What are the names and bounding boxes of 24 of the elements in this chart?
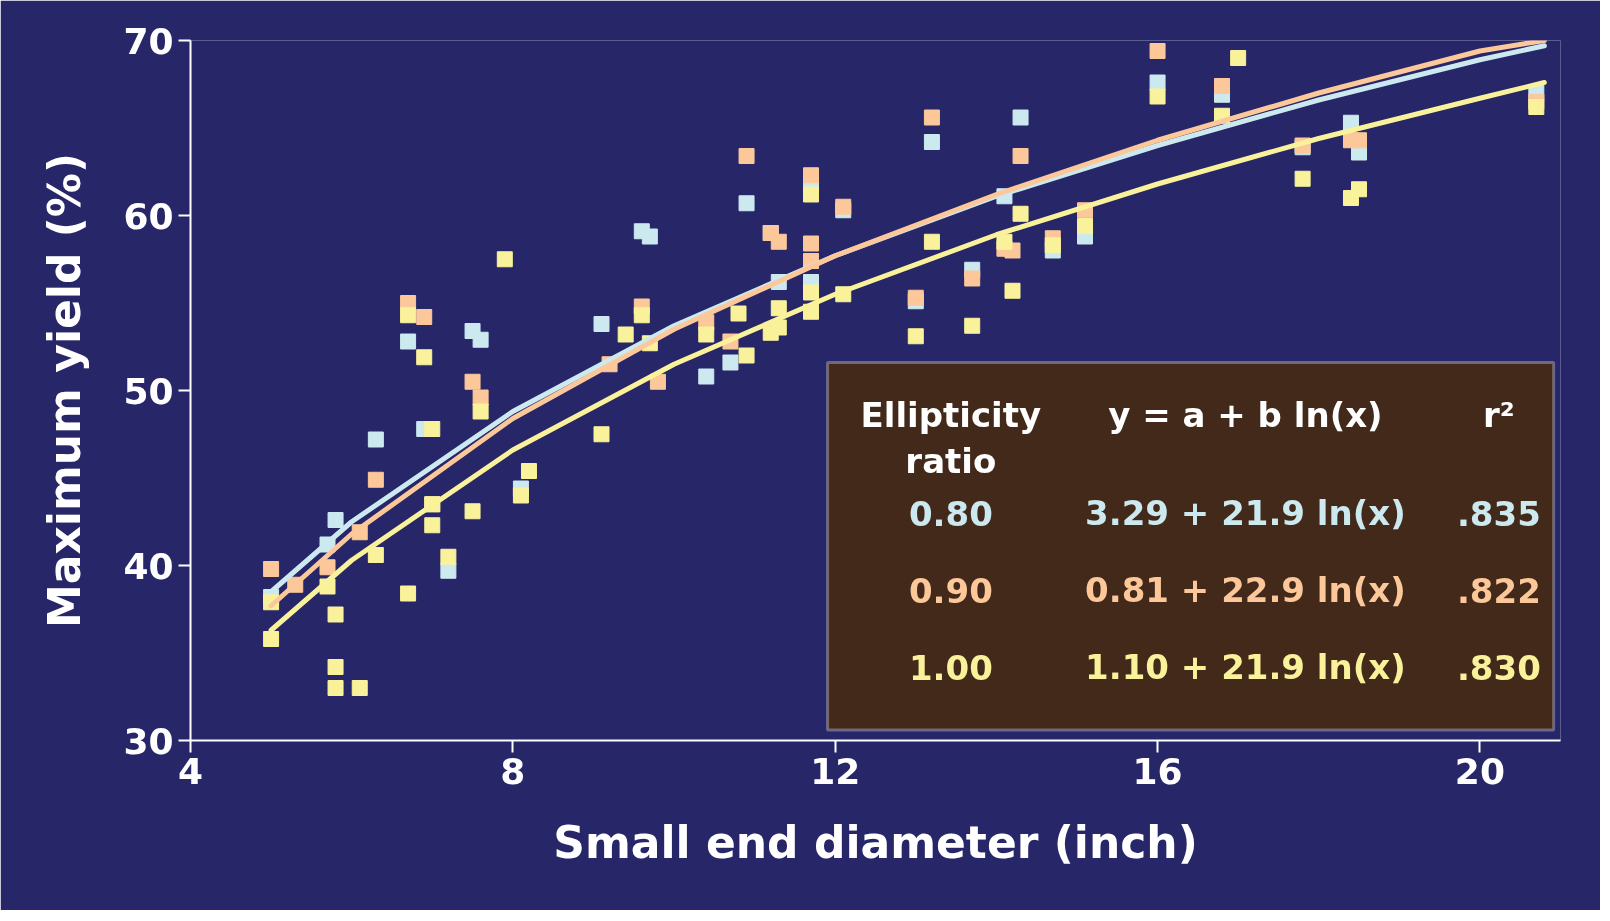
x-axis-title: Small end diameter (inch) — [553, 816, 1198, 868]
annotation: Ellipticity ratio — [860, 395, 1042, 481]
x-tick-label: 12 — [810, 750, 861, 792]
y-tick-label: 30 — [123, 720, 174, 762]
x-tick-label: 4 — [177, 750, 204, 792]
annotation: y = a + b ln(x) — [1108, 395, 1383, 435]
annotation: .835 — [1456, 493, 1541, 534]
y-tick-label: 70 — [123, 20, 174, 62]
annotation: 1.10 + 21.9 ln(x) — [1085, 647, 1406, 687]
annotation: r² — [1483, 395, 1515, 435]
annotation: .830 — [1456, 647, 1541, 688]
y-axis-title: Maximum yield (%) — [39, 152, 91, 629]
annotation: 0.81 + 22.9 ln(x) — [1085, 570, 1406, 610]
x-tick-label: 20 — [1454, 750, 1505, 792]
text: 0.80 — [908, 493, 993, 534]
y-tick-label: 60 — [123, 195, 174, 237]
x-tick-label: 16 — [1132, 750, 1183, 792]
text: 0.90 — [908, 570, 993, 611]
y-tick-label: 50 — [123, 370, 174, 412]
y-tick-label: 40 — [123, 545, 174, 587]
x-tick-label: 8 — [500, 750, 526, 792]
annotation: 3.29 + 21.9 ln(x) — [1085, 493, 1406, 533]
annotation: .822 — [1456, 570, 1541, 611]
text: 1.00 — [908, 647, 993, 688]
